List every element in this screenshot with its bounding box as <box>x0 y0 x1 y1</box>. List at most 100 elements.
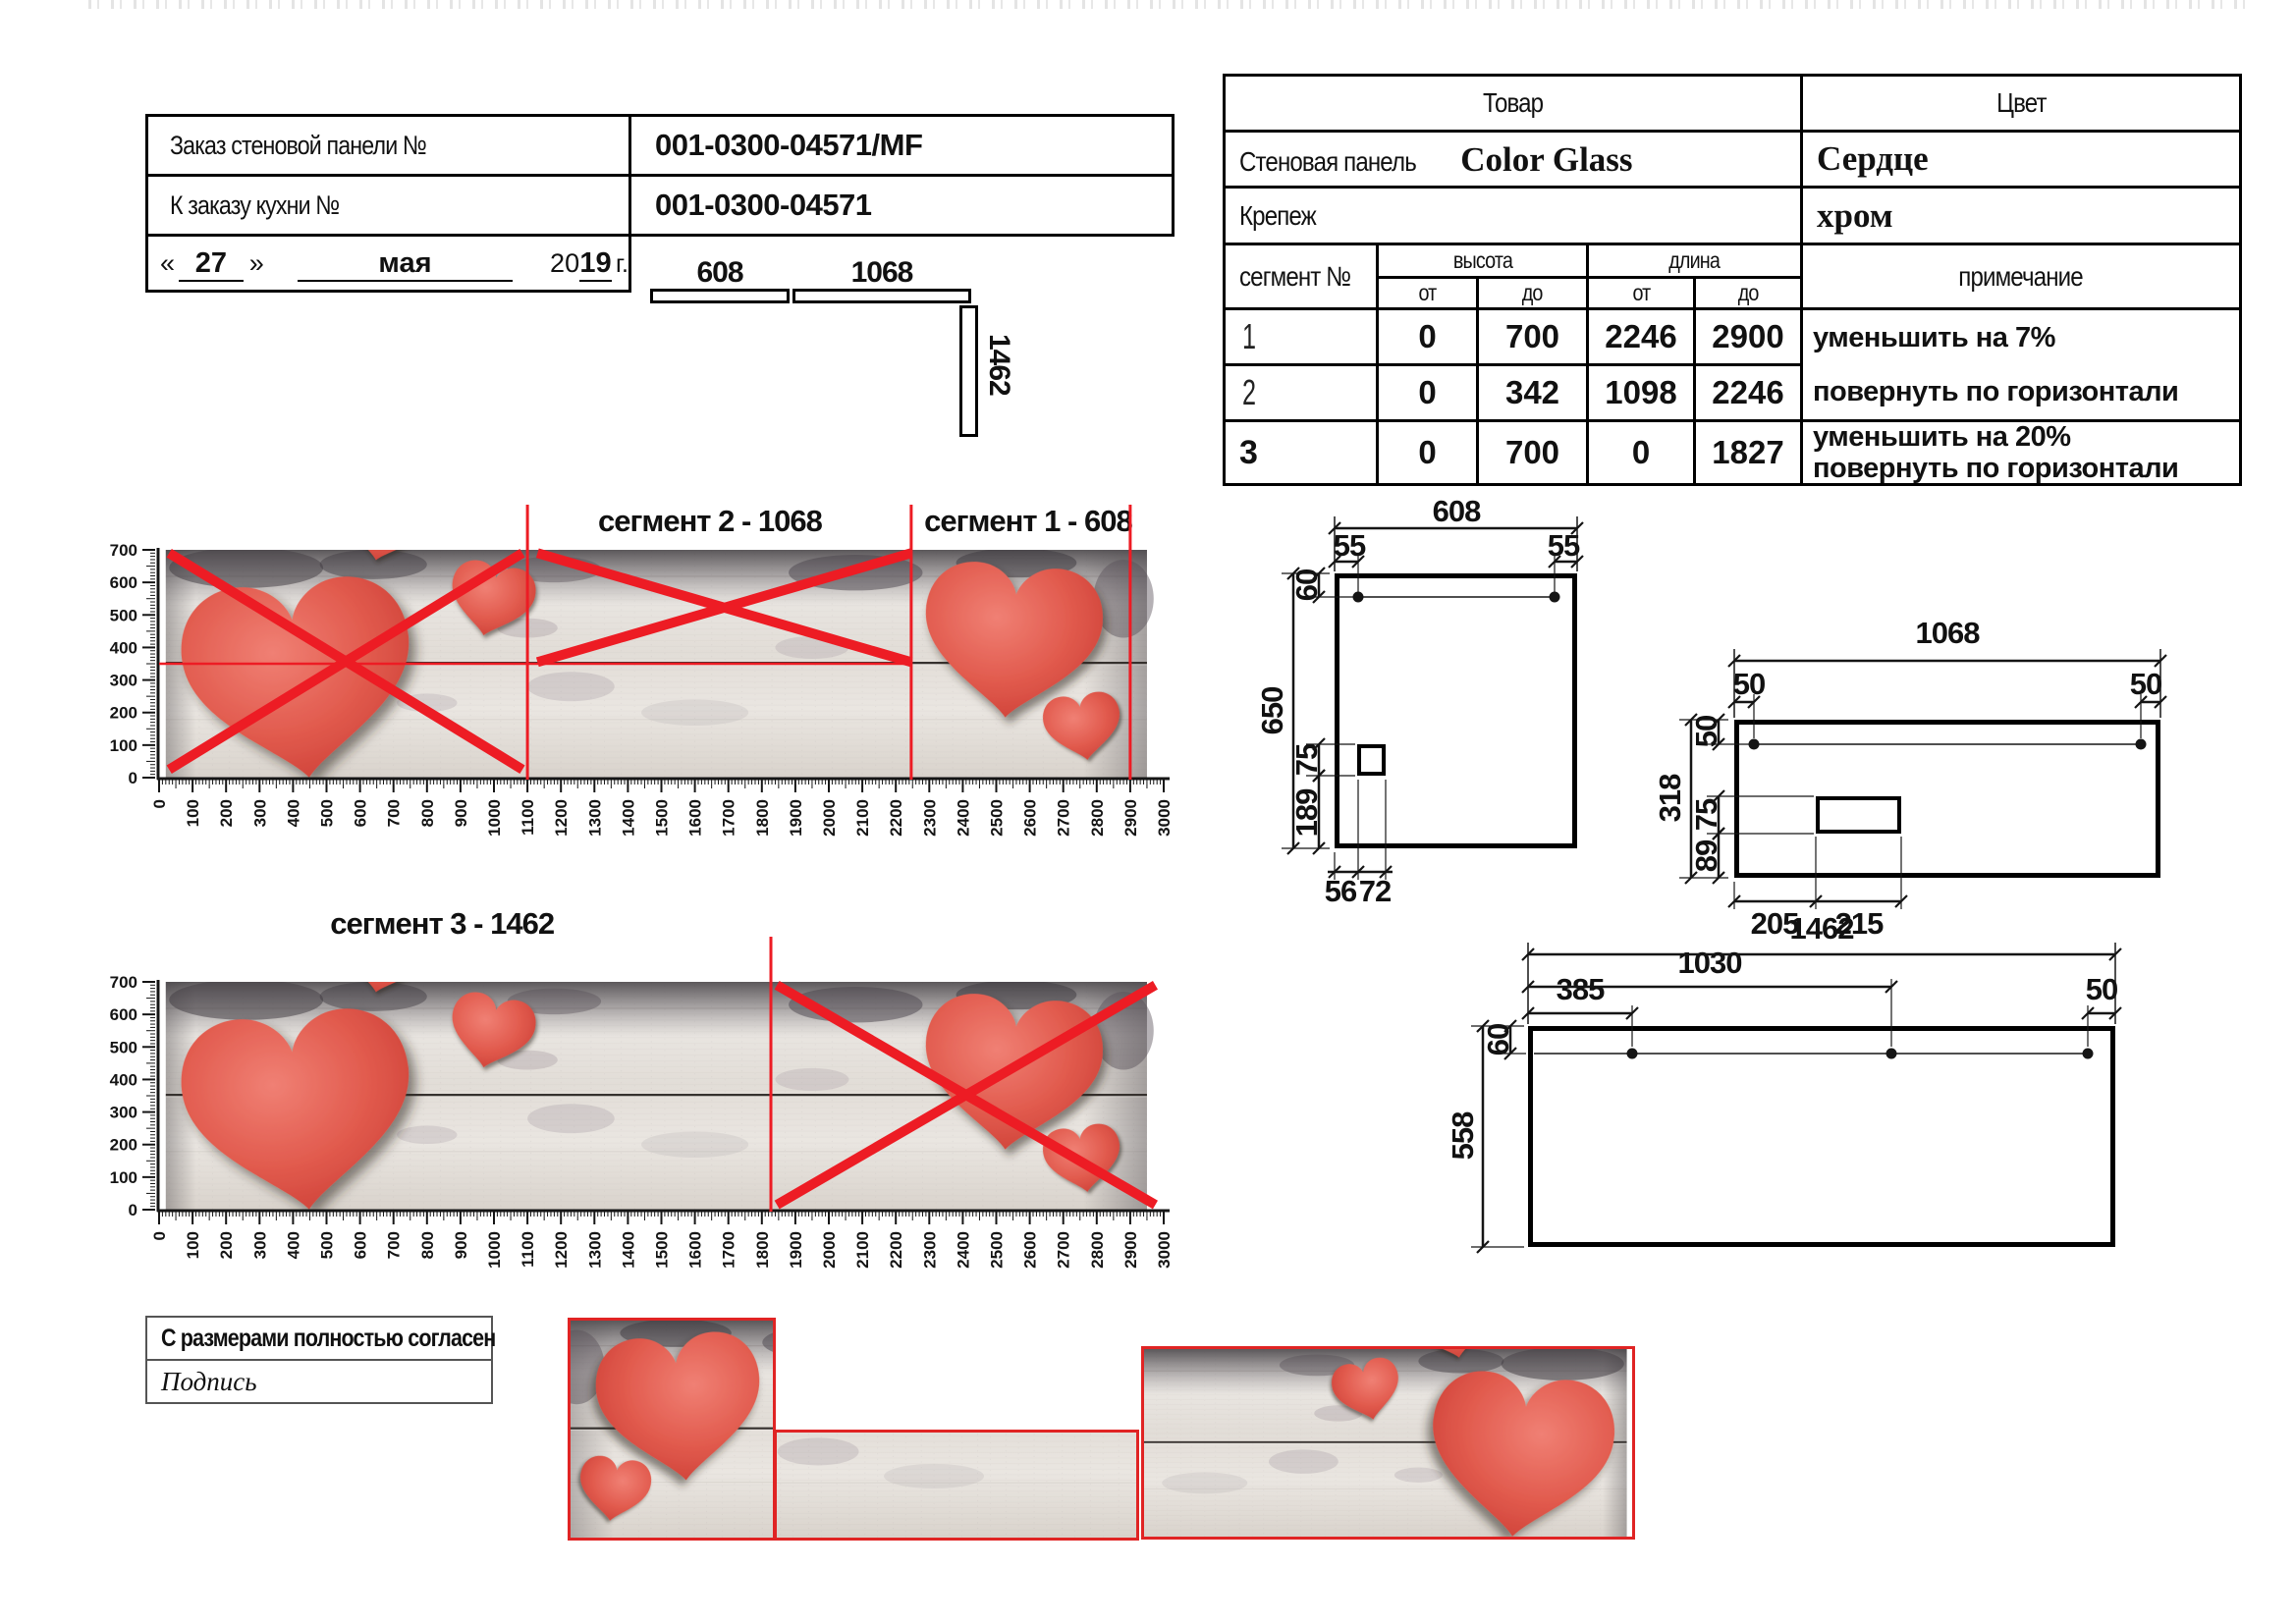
svg-text:1400: 1400 <box>619 799 637 837</box>
svg-text:2200: 2200 <box>887 1231 905 1269</box>
seg2-height-to: 342 <box>1479 366 1589 422</box>
svg-text:3000: 3000 <box>1155 1231 1174 1269</box>
col-header-color: Цвет <box>1803 77 2239 133</box>
svg-text:200: 200 <box>217 1231 236 1259</box>
svg-text:2500: 2500 <box>988 799 1007 837</box>
svg-text:1200: 1200 <box>552 1231 571 1269</box>
date-century: 20 <box>550 248 580 278</box>
svg-text:800: 800 <box>418 799 437 827</box>
kitchen-order-label: К заказу кухни № <box>148 177 631 234</box>
svg-text:1500: 1500 <box>653 799 672 837</box>
svg-text:100: 100 <box>110 736 137 755</box>
fastener-color: хром <box>1803 189 2239 245</box>
signature-label: Подпись <box>161 1366 257 1396</box>
panel-row: Стеновая панель Color Glass OPTIMA <box>1226 133 1803 189</box>
svg-text:0: 0 <box>129 1201 137 1219</box>
segment-3-chart-label: сегмент 3 - 1462 <box>330 906 555 941</box>
date-day: 27 <box>179 247 244 282</box>
panel-photo-chart-1 <box>159 550 1164 778</box>
seg1-length-from: 2246 <box>1589 310 1696 366</box>
dim-608-offset-left: 55 <box>1333 528 1366 563</box>
svg-text:2700: 2700 <box>1055 1231 1073 1269</box>
svg-text:300: 300 <box>250 1231 269 1259</box>
dim-1462-top: 60 <box>1481 1023 1515 1056</box>
svg-text:500: 500 <box>110 606 137 624</box>
dim-608-bot: 189 <box>1289 788 1324 838</box>
svg-text:2200: 2200 <box>887 799 905 837</box>
svg-text:200: 200 <box>110 704 137 723</box>
svg-text:2100: 2100 <box>853 799 872 837</box>
svg-text:500: 500 <box>318 1231 337 1259</box>
svg-text:700: 700 <box>110 973 137 992</box>
svg-text:400: 400 <box>284 799 302 827</box>
svg-text:2900: 2900 <box>1121 1231 1140 1269</box>
dim-608-offset-right: 55 <box>1547 528 1580 563</box>
cut-panel-1462-photo <box>1144 1349 1632 1537</box>
dim-1068-height: 318 <box>1653 774 1687 823</box>
svg-text:600: 600 <box>110 1005 137 1024</box>
seg1-height-to: 700 <box>1479 310 1589 366</box>
svg-text:1800: 1800 <box>753 799 772 837</box>
diagram-segment2-length: 1068 <box>850 256 914 289</box>
product-table: Товар Цвет Стеновая панель Color Glass O… <box>1223 74 2242 486</box>
cut-panel-608-photo <box>571 1321 773 1538</box>
svg-text:1100: 1100 <box>519 1231 537 1268</box>
svg-text:2900: 2900 <box>1121 799 1140 837</box>
order-form-row: Заказ стеновой панели № 001-0300-04571/M… <box>148 117 1172 177</box>
dim-1462-offset-right: 50 <box>2085 972 2118 1006</box>
dim-1068-mid: 75 <box>1689 798 1723 832</box>
cut-panel-1068-photo <box>777 1433 1136 1538</box>
segment-1-chart-label: сегмент 1 - 608 <box>924 504 1133 538</box>
svg-text:600: 600 <box>352 799 370 827</box>
segment-3-number: 3 <box>1226 422 1379 483</box>
dim-1068-offset-right: 50 <box>2129 667 2162 701</box>
svg-text:1600: 1600 <box>686 799 705 837</box>
svg-text:1700: 1700 <box>720 799 738 837</box>
svg-text:2400: 2400 <box>954 1231 972 1269</box>
svg-text:100: 100 <box>184 1231 202 1259</box>
col-header-product: Товар <box>1226 77 1803 133</box>
svg-text:100: 100 <box>184 799 202 827</box>
svg-text:700: 700 <box>110 541 137 560</box>
dim-608-top: 60 <box>1289 568 1324 602</box>
col-header-segment: сегмент № <box>1226 245 1379 310</box>
seg2-length-to: 2246 <box>1696 366 1803 422</box>
svg-text:700: 700 <box>385 1231 404 1259</box>
height-from-header: от <box>1379 279 1479 310</box>
order-date: « 27 » мая 20 19 г. <box>145 236 631 293</box>
diagram-bar-1462 <box>959 305 978 437</box>
svg-text:400: 400 <box>110 638 137 657</box>
dim-608-height: 650 <box>1255 686 1289 735</box>
note-segment-3: уменьшить на 20% повернуть по горизонтал… <box>1813 422 2179 483</box>
cut-panel-1462 <box>1141 1346 1635 1540</box>
kitchen-order-number: 001-0300-04571 <box>655 188 872 222</box>
svg-text:0: 0 <box>150 799 169 808</box>
length-to-header: до <box>1696 279 1803 310</box>
svg-text:3000: 3000 <box>1155 799 1174 837</box>
svg-text:900: 900 <box>452 799 470 827</box>
date-year: 19 <box>579 247 612 282</box>
dim-1068-b2: 215 <box>1834 906 1885 941</box>
dim-1068-top: 50 <box>1689 715 1723 748</box>
fastener-row: Крепеж <box>1226 189 1803 245</box>
dim-1068-bot: 89 <box>1689 839 1723 873</box>
svg-text:2300: 2300 <box>920 1231 939 1269</box>
svg-text:900: 900 <box>452 1231 470 1259</box>
svg-text:2300: 2300 <box>920 799 939 837</box>
note-segments-1-2: уменьшить на 7% повернуть по горизонтали <box>1803 310 2239 422</box>
diagram-vertical-length: 1462 <box>983 334 1015 396</box>
segment-2-number: 2 <box>1226 366 1379 422</box>
svg-text:2600: 2600 <box>1021 1231 1040 1269</box>
svg-text:2100: 2100 <box>853 1231 872 1269</box>
panel-color: Сердце <box>1803 133 2239 189</box>
svg-text:1800: 1800 <box>753 1231 772 1269</box>
svg-text:1400: 1400 <box>619 1231 637 1269</box>
seg2-height-from: 0 <box>1379 366 1479 422</box>
svg-text:300: 300 <box>110 672 137 690</box>
svg-text:1300: 1300 <box>585 1231 604 1269</box>
cut-panel-1068 <box>774 1430 1139 1541</box>
segment-1-number: 1 <box>1226 310 1379 366</box>
dim-608-b1: 56 <box>1324 874 1357 908</box>
seg3-length-to: 1827 <box>1696 422 1803 483</box>
svg-text:0: 0 <box>150 1231 169 1240</box>
